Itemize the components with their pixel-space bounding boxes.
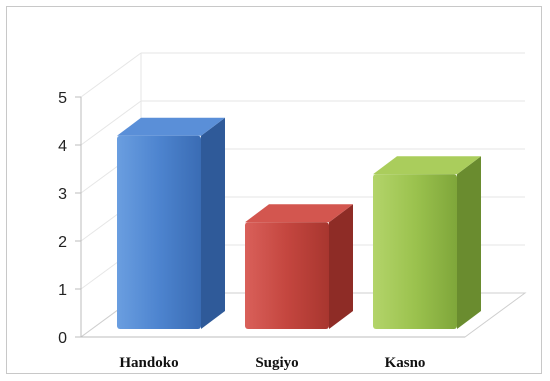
bar-top [245, 204, 353, 223]
bar-side [457, 156, 481, 329]
bar-front [373, 174, 457, 329]
x-tick-labels: Handoko Sugiyo Kasno [119, 355, 425, 371]
bar-side [329, 204, 353, 329]
bar-front [117, 135, 201, 329]
x-tick-label: Kasno [385, 355, 426, 371]
bar-handoko [117, 117, 225, 329]
bar-front [245, 222, 329, 329]
bar-top [373, 156, 481, 175]
y-tick-label: 2 [58, 234, 67, 251]
bar-sugiyo [245, 204, 353, 329]
y-tick-labels: 0 1 2 3 4 5 [58, 90, 67, 347]
x-tick-label: Handoko [119, 355, 178, 371]
chart-frame: 0 1 2 3 4 5 Handoko Sugiyo Kasno [6, 6, 542, 374]
y-tick-label: 0 [58, 330, 67, 347]
gridline-side [80, 100, 142, 146]
gridline-side [80, 52, 142, 98]
y-tick-label: 1 [58, 282, 67, 299]
bars [117, 117, 481, 329]
bar-chart: 0 1 2 3 4 5 Handoko Sugiyo Kasno [58, 52, 527, 371]
y-tick-label: 5 [58, 90, 67, 107]
bar-top [117, 117, 225, 136]
y-tick-label: 4 [58, 138, 67, 155]
bar-kasno [373, 156, 481, 329]
y-tick-label: 3 [58, 186, 67, 203]
x-tick-label: Sugiyo [255, 355, 298, 371]
bar-side [201, 117, 225, 329]
